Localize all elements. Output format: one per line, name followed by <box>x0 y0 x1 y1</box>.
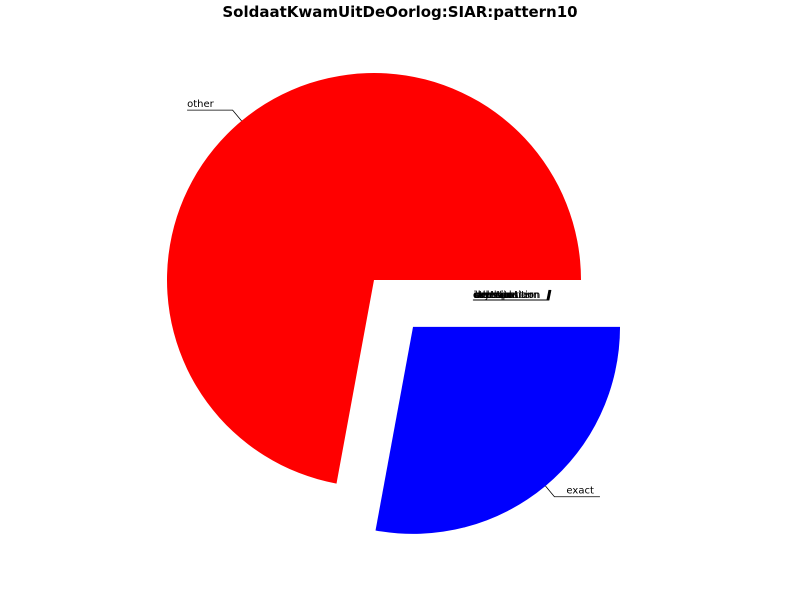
chart-title: SoldaatKwamUitDeOorlog:SIAR:pattern10 <box>222 3 578 21</box>
leader-line-exact <box>545 485 600 498</box>
pie-label-other: other <box>187 99 215 110</box>
pie-labels: other exact transpositioninsertiondeletion… <box>187 99 594 497</box>
pie-label-zero-other-pattern: other-pattern <box>473 290 539 301</box>
pie-label-zero-rhythm: rhythm <box>474 290 510 301</box>
pie-label-zero-transposition: transposition <box>475 290 540 301</box>
pie-label-zero-insertion: insertion <box>475 290 519 301</box>
pie-label-zero-deletion: deletion <box>474 290 515 301</box>
pie-slice-exact <box>375 326 621 534</box>
pie-label-zero-interval: interval <box>474 290 512 301</box>
pie-leader-lines <box>187 109 600 498</box>
leader-line-other <box>187 109 242 122</box>
pie-slices <box>166 73 621 534</box>
leader-line-zero-other-pattern <box>472 289 550 301</box>
pie-slice-other <box>166 73 581 484</box>
pie-label-zero-substitution: substitution <box>474 290 533 301</box>
pie-label-exact: exact <box>566 486 594 497</box>
pie-label-zero-contour: contour <box>473 290 512 301</box>
